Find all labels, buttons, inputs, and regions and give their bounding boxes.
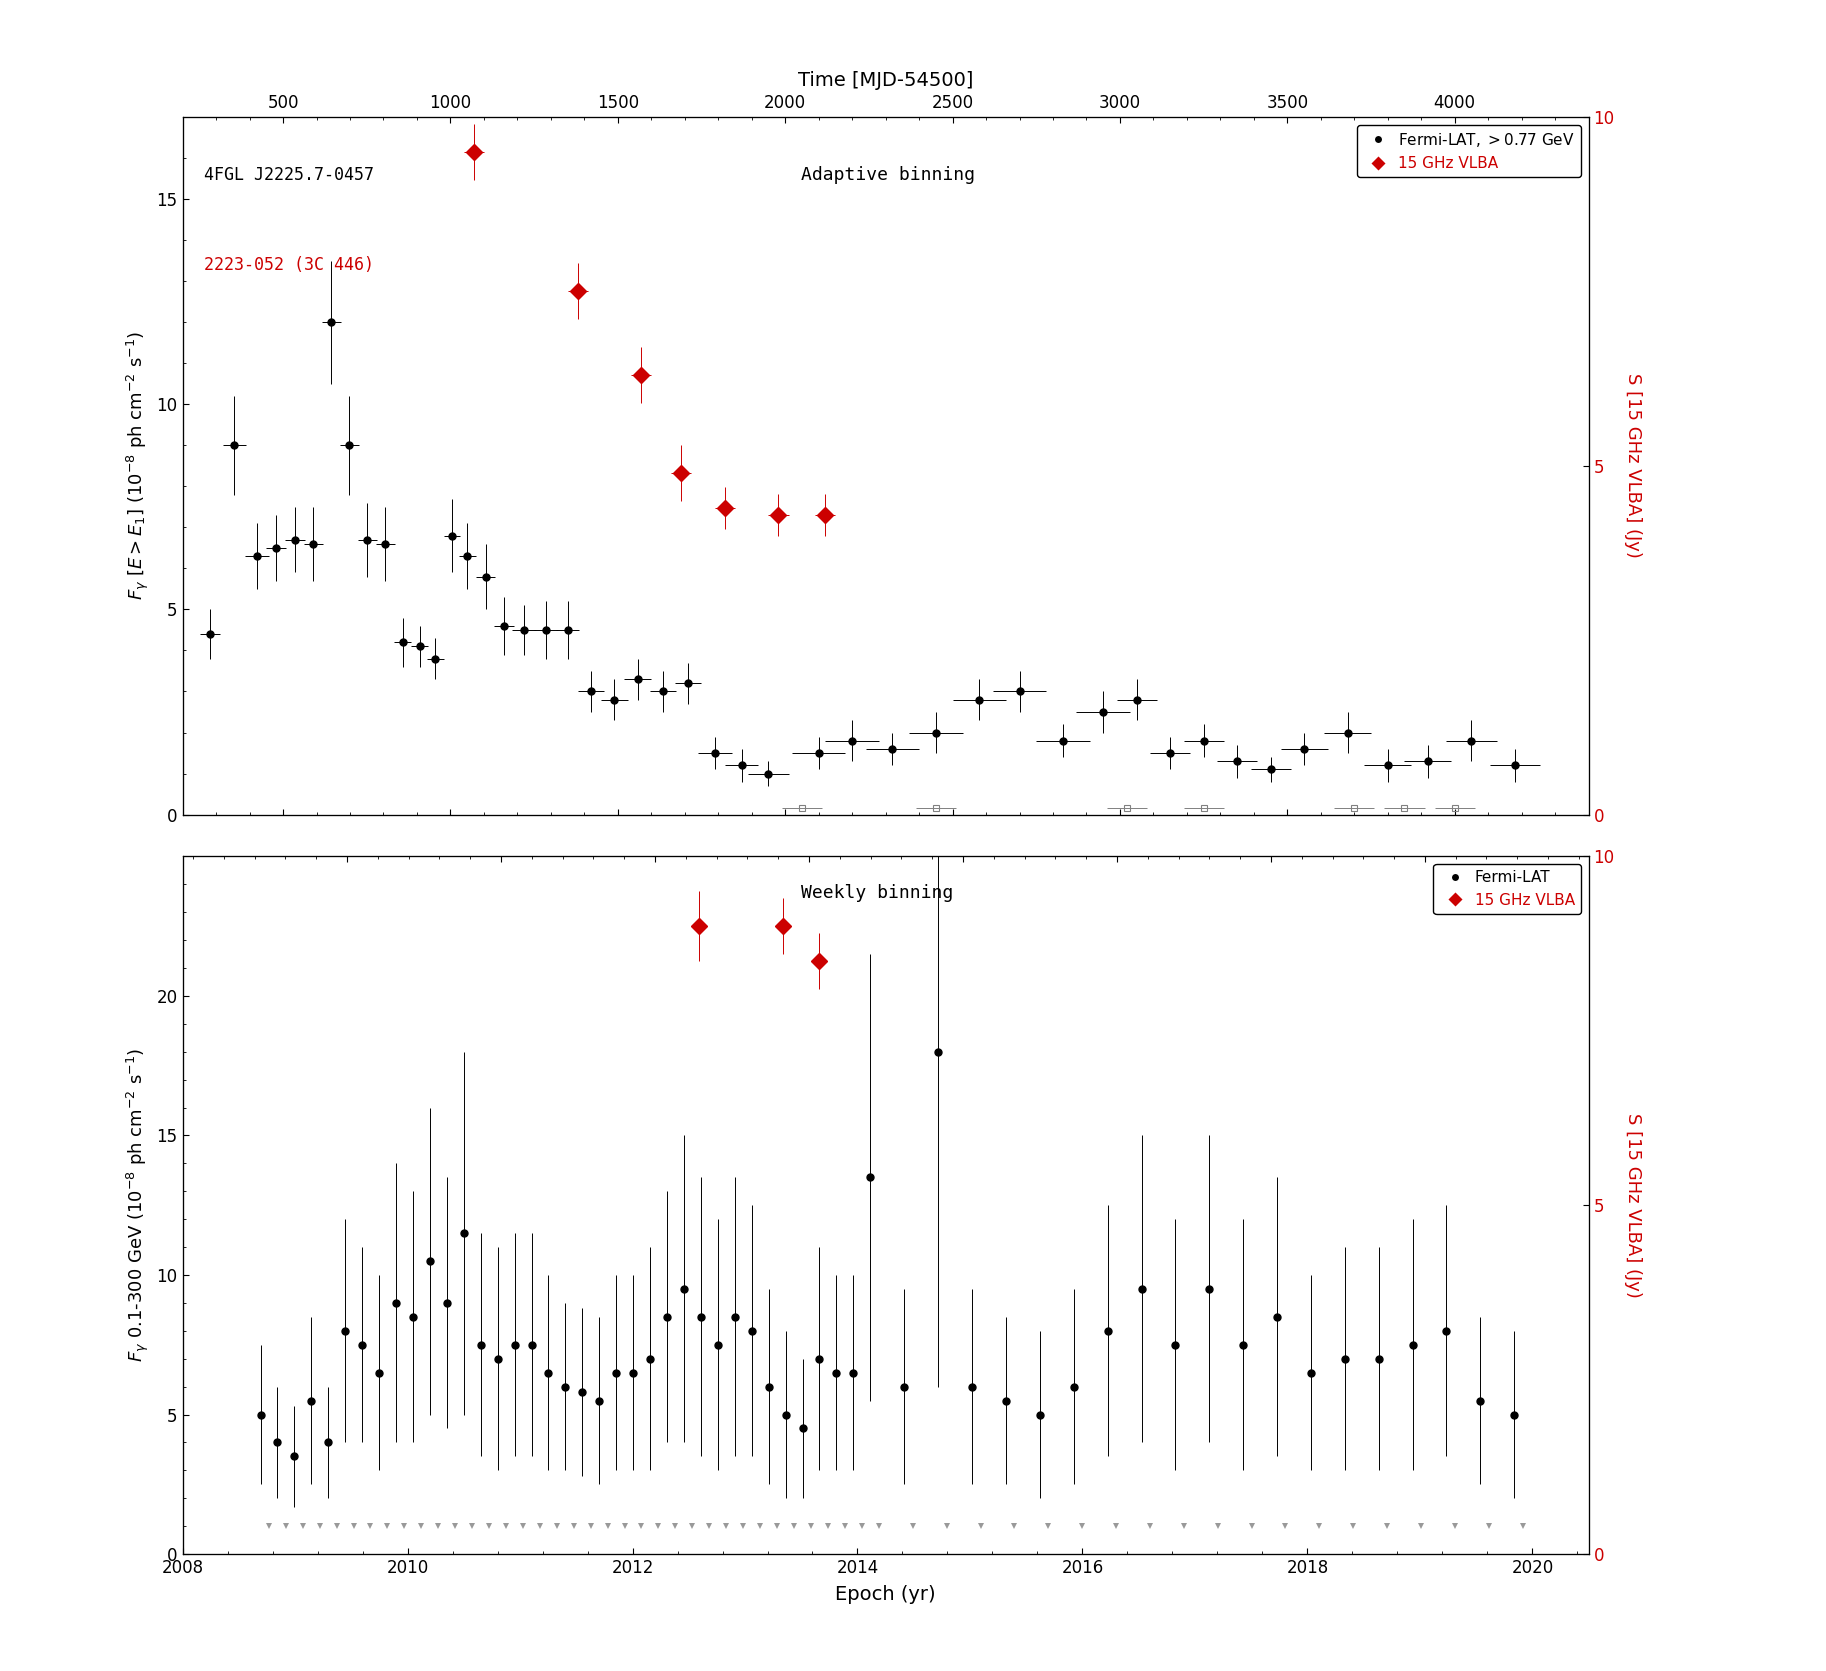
Text: Adaptive binning: Adaptive binning bbox=[802, 165, 975, 184]
Text: 2223-052 (3C 446): 2223-052 (3C 446) bbox=[205, 256, 374, 274]
Text: Weekly binning: Weekly binning bbox=[802, 884, 953, 902]
Y-axis label: $F_{\gamma}$ 0.1-300 GeV $(10^{-8}$ ph cm$^{-2}$ s$^{-1})$: $F_{\gamma}$ 0.1-300 GeV $(10^{-8}$ ph c… bbox=[124, 1048, 152, 1362]
Legend: Fermi-LAT, 15 GHz VLBA: Fermi-LAT, 15 GHz VLBA bbox=[1433, 864, 1581, 914]
Y-axis label: S [15 GHz VLBA] (Jy): S [15 GHz VLBA] (Jy) bbox=[1625, 373, 1642, 558]
Y-axis label: $F_{\gamma}$ $[E>E_1]$ $(10^{-8}$ ph cm$^{-2}$ s$^{-1})$: $F_{\gamma}$ $[E>E_1]$ $(10^{-8}$ ph cm$… bbox=[124, 331, 152, 600]
Legend: Fermi-LAT, $>$0.77 GeV, 15 GHz VLBA: Fermi-LAT, $>$0.77 GeV, 15 GHz VLBA bbox=[1357, 125, 1581, 177]
Text: 4FGL J2225.7-0457: 4FGL J2225.7-0457 bbox=[205, 165, 374, 184]
X-axis label: Epoch (yr): Epoch (yr) bbox=[834, 1586, 937, 1604]
Y-axis label: S [15 GHz VLBA] (Jy): S [15 GHz VLBA] (Jy) bbox=[1625, 1113, 1642, 1298]
X-axis label: Time [MJD-54500]: Time [MJD-54500] bbox=[798, 70, 973, 90]
